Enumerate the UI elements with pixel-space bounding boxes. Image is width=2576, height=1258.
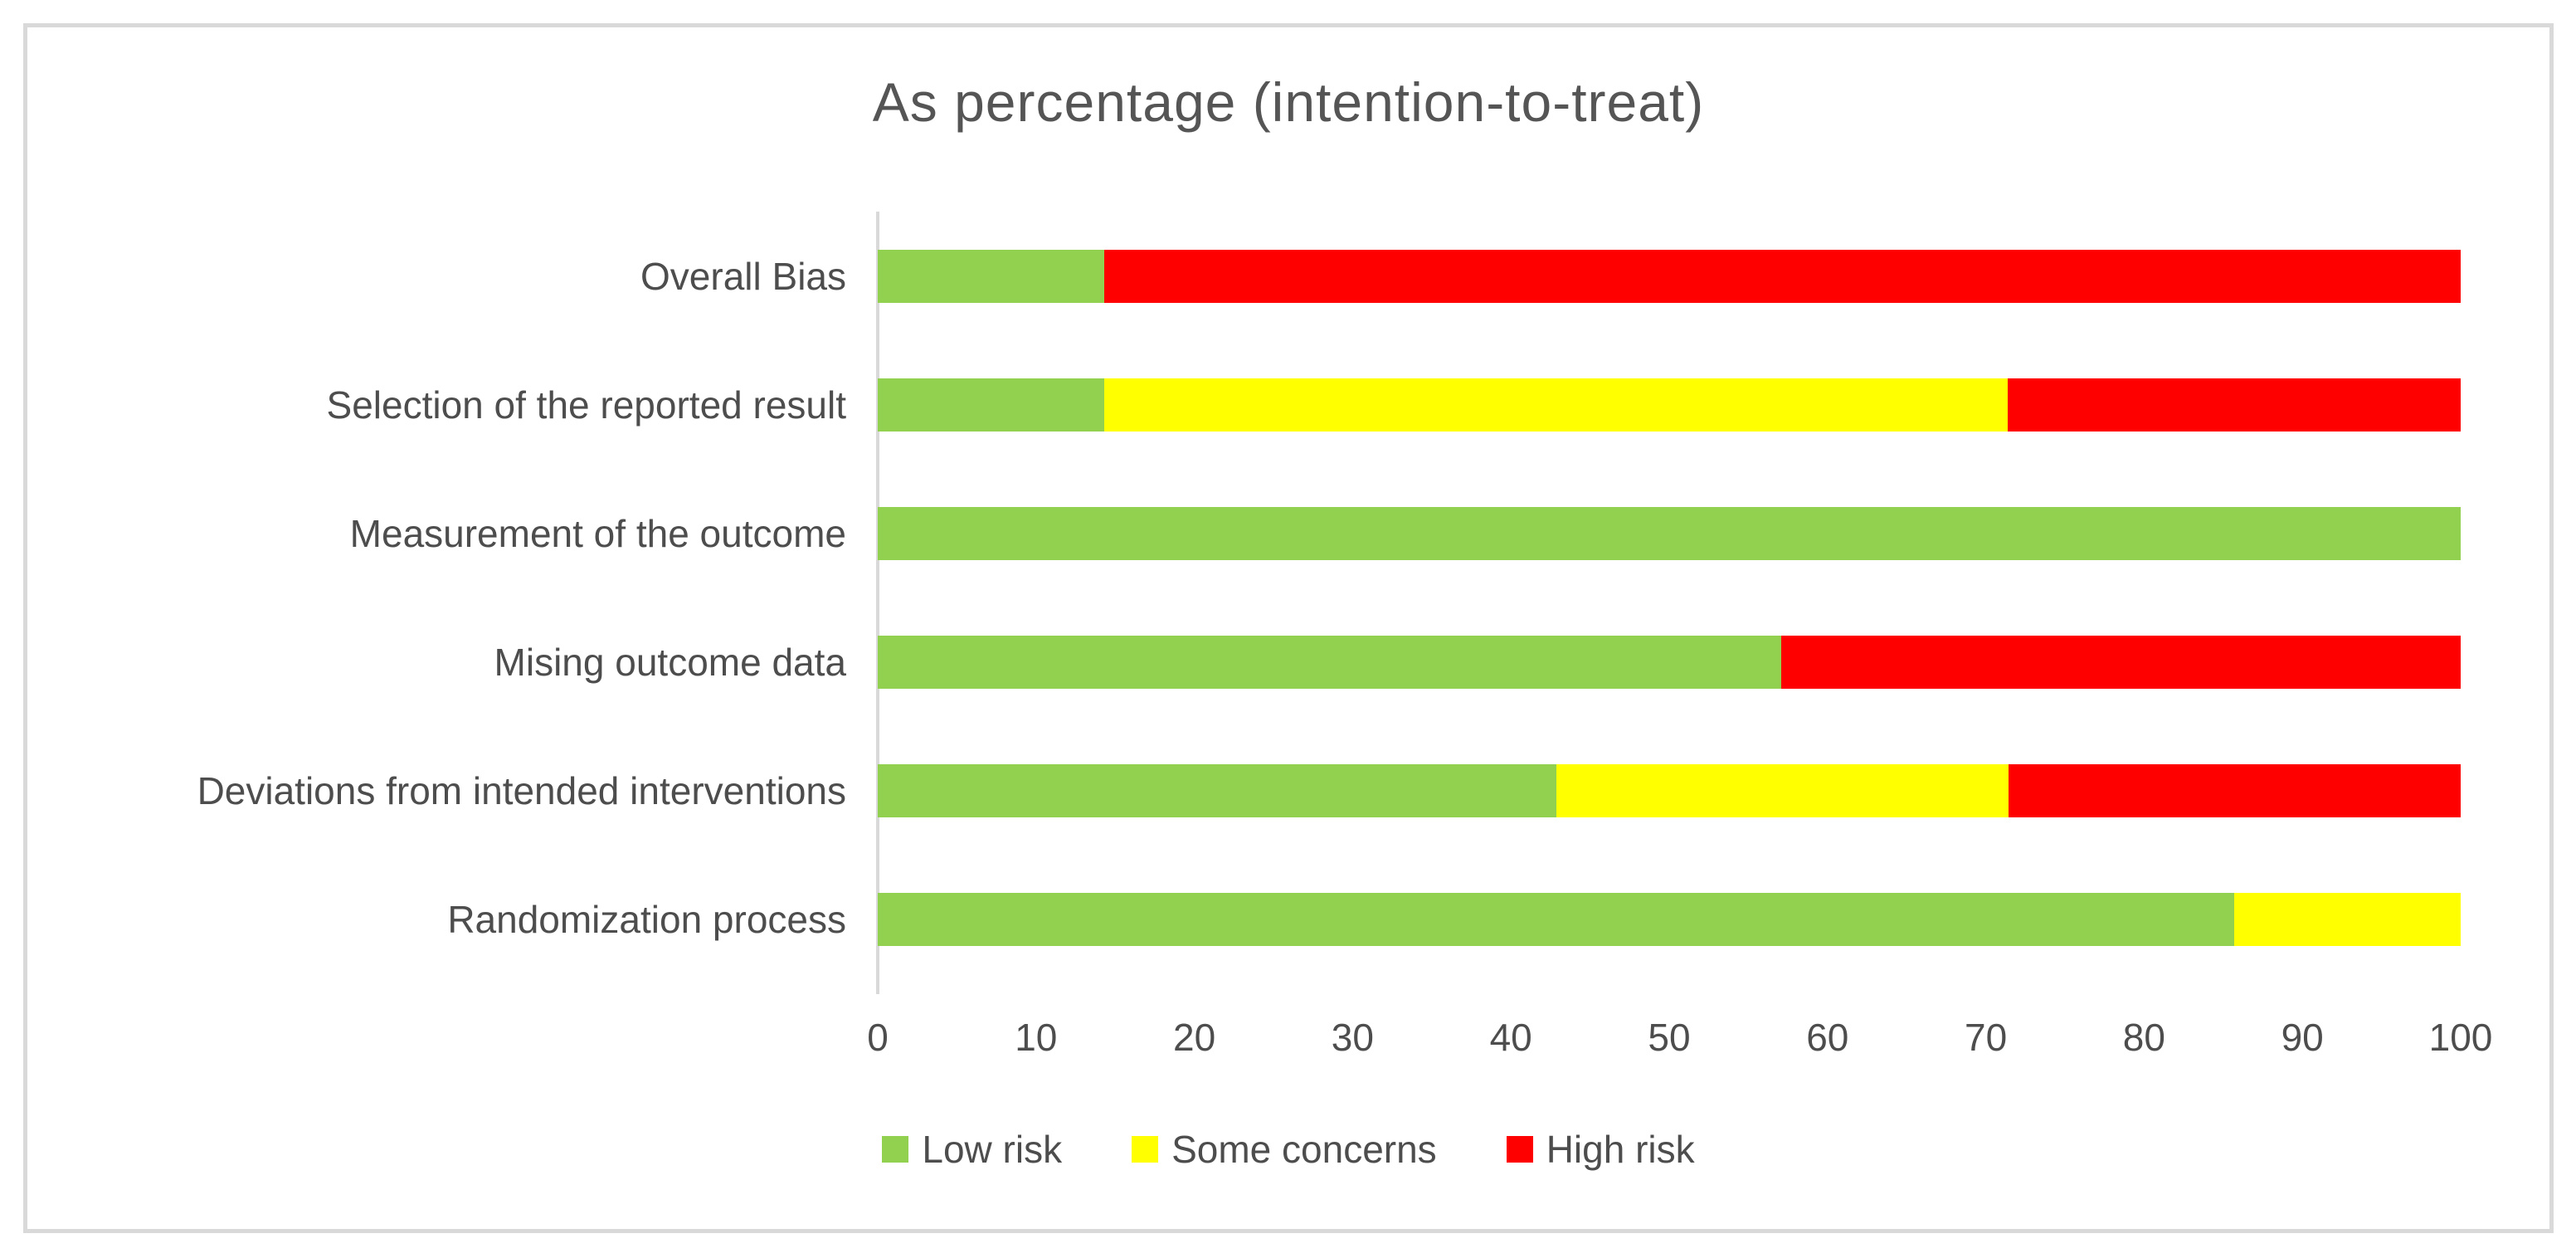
legend-label: Some concerns	[1171, 1128, 1437, 1171]
x-axis-tick: 50	[1648, 1016, 1691, 1059]
x-axis-tick: 30	[1331, 1016, 1374, 1059]
bar-segment-low-risk	[878, 892, 2235, 946]
x-axis-tick: 70	[1965, 1016, 2008, 1059]
bar-row: Selection of the reported result	[27, 340, 2461, 469]
bar-segment-low-risk	[878, 249, 1104, 303]
bar-segment-high-risk	[2008, 378, 2461, 432]
legend-label: Low risk	[922, 1128, 1063, 1171]
legend-item-high-risk: High risk	[1506, 1127, 1695, 1172]
x-axis-tick: 90	[2281, 1016, 2324, 1059]
bar-segment-low-risk	[878, 763, 1556, 817]
legend-label: High risk	[1546, 1128, 1695, 1171]
category-label: Selection of the reported result	[326, 383, 846, 427]
category-label: Mising outcome data	[494, 640, 846, 684]
category-label: Deviations from intended interventions	[197, 768, 846, 812]
x-axis: 0 10 20 30 40 50 60 70 80 90 100	[867, 1015, 2492, 1065]
chart-title: As percentage (intention-to-treat)	[872, 71, 1705, 133]
x-axis-tick: 20	[1173, 1016, 1216, 1059]
some-concerns-swatch-icon	[1132, 1136, 1159, 1163]
category-axis-line	[876, 212, 879, 994]
bar-row: Mising outcome data	[27, 597, 2461, 726]
x-axis-tick: 40	[1489, 1016, 1532, 1059]
stacked-bar	[878, 249, 2461, 303]
bar-segment-high-risk	[1103, 249, 2461, 303]
legend-item-low-risk: Low risk	[882, 1127, 1062, 1172]
bar-segment-low-risk	[878, 635, 1782, 689]
stacked-bar	[878, 763, 2461, 817]
x-axis-tick: 0	[867, 1016, 889, 1059]
category-label: Overall Bias	[640, 254, 846, 298]
bar-row: Overall Bias	[27, 212, 2461, 340]
category-label: Randomization process	[447, 897, 846, 941]
stacked-bar	[878, 892, 2461, 946]
x-axis-tick: 80	[2122, 1016, 2165, 1059]
x-axis-tick: 100	[2428, 1016, 2493, 1059]
bar-segment-low-risk	[878, 506, 2461, 560]
stacked-bar	[878, 635, 2461, 689]
bar-segment-high-risk	[2008, 763, 2461, 817]
bar-row: Deviations from intended interventions	[27, 726, 2461, 855]
bar-segment-high-risk	[1781, 635, 2461, 689]
plot-area: Overall Bias Selection of the reported r…	[27, 212, 2461, 983]
stacked-bar	[878, 506, 2461, 560]
bar-segment-some-concerns	[1103, 378, 2009, 432]
legend-item-some-concerns: Some concerns	[1132, 1127, 1437, 1172]
bar-row: Measurement of the outcome	[27, 469, 2461, 597]
bar-segment-some-concerns	[1556, 763, 2009, 817]
stacked-bar	[878, 378, 2461, 432]
bar-row: Randomization process	[27, 855, 2461, 983]
category-label: Measurement of the outcome	[349, 511, 846, 555]
bar-segment-low-risk	[878, 378, 1104, 432]
low-risk-swatch-icon	[882, 1136, 909, 1163]
bar-segment-some-concerns	[2234, 892, 2461, 946]
chart-frame: As percentage (intention-to-treat) Overa…	[23, 23, 2554, 1233]
high-risk-swatch-icon	[1506, 1136, 1533, 1163]
x-axis-tick: 10	[1015, 1016, 1058, 1059]
legend: Low risk Some concerns High risk	[27, 1123, 2549, 1176]
x-axis-tick: 60	[1806, 1016, 1849, 1059]
